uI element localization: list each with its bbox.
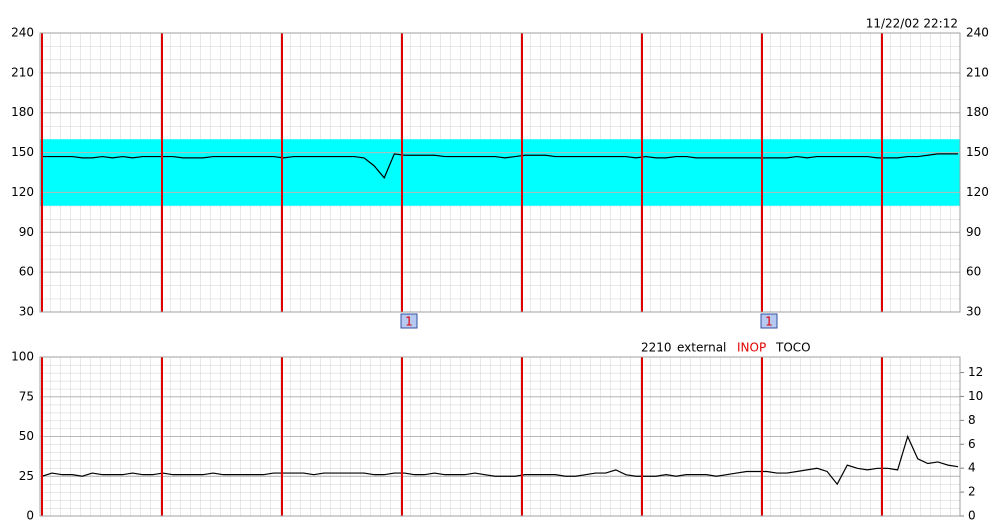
minute-lines [41,33,883,516]
y2-tick-label: 6 [968,437,976,451]
y-tick-label-right: 240 [966,26,989,40]
y-tick-label: 240 [11,26,34,40]
event-marker-label: 1 [765,315,773,329]
y-tick-label: 100 [11,350,34,364]
y-tick-label-right: 90 [966,225,981,239]
timestamp: 11/22/02 22:12 [866,17,958,31]
y-tick-label: 25 [19,469,34,483]
y-tick-label-right: 210 [966,65,989,79]
y-tick-label: 180 [11,105,34,119]
y-tick-label: 75 [19,389,34,403]
y-tick-label: 90 [19,225,34,239]
y-tick-label-right: 60 [966,265,981,279]
y2-tick-label: 10 [968,389,983,403]
status-channel: TOCO [775,341,811,355]
y2-tick-label: 2 [968,485,976,499]
y-tick-label: 120 [11,185,34,199]
y-tick-label: 30 [19,305,34,319]
y-tick-label: 210 [11,65,34,79]
y2-tick-label: 12 [968,365,983,379]
y-tick-label-right: 30 [966,305,981,319]
y2-tick-label: 4 [968,461,976,475]
y2-tick-label: 8 [968,413,976,427]
trace-line [42,153,958,179]
status-alert: INOP [737,341,766,355]
y-tick-label: 50 [19,429,34,443]
y2-tick-label: 0 [968,509,976,523]
event-marker [760,313,778,329]
y-tick-label-right: 120 [966,185,989,199]
plot-frame [39,32,961,313]
normal-range-band [40,139,960,206]
event-marker-label: 1 [405,315,413,329]
y-tick-label: 0 [26,509,34,523]
y-tick-label-right: 150 [966,145,989,159]
event-marker [400,313,418,329]
plot-frame [39,356,961,517]
trace-line [41,434,959,486]
status-code: 2210 [641,341,672,355]
status-mode: external [677,341,726,355]
y-tick-label-right: 180 [966,105,989,119]
y-tick-label: 150 [11,145,34,159]
y-tick-label: 60 [19,265,34,279]
